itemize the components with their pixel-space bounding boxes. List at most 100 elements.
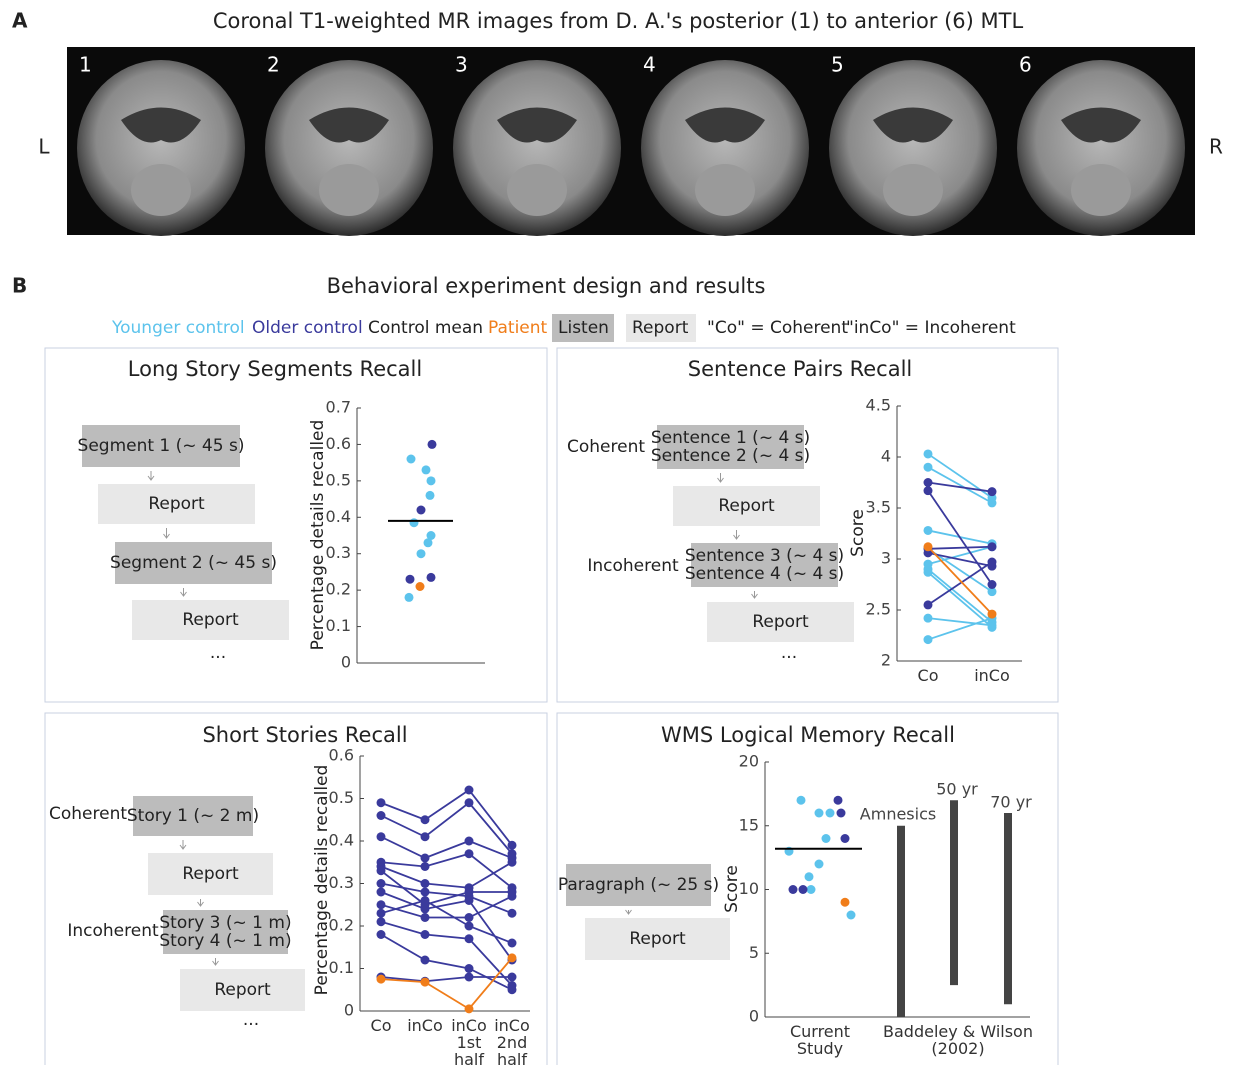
mri-detail bbox=[507, 164, 567, 216]
data-point bbox=[507, 908, 517, 918]
data-point bbox=[376, 930, 386, 939]
y-tick-label: 4 bbox=[881, 447, 891, 466]
pair-line bbox=[380, 861, 513, 889]
data-point bbox=[405, 574, 415, 584]
mri-slice bbox=[77, 60, 245, 236]
pair-line bbox=[927, 453, 993, 499]
pair-line bbox=[927, 561, 993, 606]
mri-slice bbox=[641, 60, 809, 236]
y-tick-label: 0 bbox=[749, 1007, 759, 1026]
listen-box bbox=[115, 542, 272, 584]
data-point bbox=[464, 921, 474, 931]
step-text: Sentence 3 (~ 4 s) bbox=[685, 546, 844, 566]
mri-strip bbox=[67, 47, 1195, 235]
x-tick-label: inCo 1st half bbox=[451, 1016, 487, 1069]
step-text: Report bbox=[214, 980, 271, 1000]
listen-box bbox=[657, 425, 804, 469]
y-axis-label: Percentage details recalled bbox=[312, 765, 332, 996]
data-point bbox=[376, 917, 386, 927]
data-point bbox=[420, 815, 430, 825]
data-point bbox=[376, 900, 386, 910]
pair-line bbox=[927, 481, 993, 493]
legend-entry: "inCo" = Incoherent bbox=[846, 318, 1016, 338]
data-point bbox=[406, 454, 416, 464]
y-tick-label: 20 bbox=[739, 752, 759, 771]
mri-detail bbox=[873, 107, 953, 143]
mri-detail bbox=[883, 164, 943, 216]
y-tick-label: 2.5 bbox=[866, 600, 891, 619]
flow-arrow bbox=[180, 588, 187, 597]
data-point bbox=[464, 849, 474, 859]
y-tick-label: 0.1 bbox=[326, 616, 351, 635]
y-tick-label: 0.6 bbox=[326, 434, 351, 453]
data-point bbox=[507, 938, 517, 948]
slice-number: 5 bbox=[831, 53, 844, 77]
mri-detail bbox=[319, 164, 379, 216]
data-point bbox=[376, 811, 386, 820]
mri-detail bbox=[685, 107, 765, 143]
condition-label: Coherent bbox=[49, 804, 127, 824]
y-tick-label: 0 bbox=[344, 1001, 354, 1020]
data-point bbox=[840, 834, 850, 843]
listen-box bbox=[691, 543, 838, 587]
condition-label: Coherent bbox=[567, 437, 645, 457]
step-text: Story 3 (~ 1 m) bbox=[159, 913, 291, 933]
pair-line bbox=[380, 891, 513, 961]
data-point bbox=[923, 600, 933, 610]
y-tick-label: 0.3 bbox=[329, 873, 354, 892]
data-point bbox=[987, 580, 997, 589]
y-tick-label: 0.5 bbox=[326, 470, 351, 489]
data-point bbox=[464, 1004, 474, 1014]
data-point bbox=[376, 879, 386, 888]
slice-number: 4 bbox=[643, 53, 656, 77]
data-point bbox=[420, 887, 430, 897]
range-label: Amnesics bbox=[860, 805, 936, 824]
y-tick-label: 4.5 bbox=[866, 396, 891, 415]
legend-entry: Patient bbox=[488, 318, 548, 338]
step-text: Segment 2 (~ 45 s) bbox=[110, 553, 277, 573]
step-text: Story 4 (~ 1 m) bbox=[159, 931, 291, 951]
step-text: Report bbox=[629, 929, 686, 949]
data-point bbox=[923, 525, 933, 535]
data-point bbox=[421, 465, 431, 475]
data-point bbox=[806, 885, 816, 894]
slice-number: 3 bbox=[455, 53, 468, 77]
pair-line bbox=[927, 546, 993, 615]
y-axis-label: Score bbox=[722, 865, 742, 913]
data-point bbox=[846, 910, 856, 920]
data-point bbox=[923, 567, 933, 577]
chart-title: Sentence Pairs Recall bbox=[688, 357, 913, 381]
data-point bbox=[507, 972, 517, 982]
report-box bbox=[148, 853, 273, 895]
pair-line bbox=[927, 617, 993, 627]
data-point bbox=[840, 897, 850, 907]
data-point bbox=[987, 620, 997, 630]
panel-label: A bbox=[12, 9, 28, 33]
panel-frame bbox=[44, 347, 548, 703]
y-tick-label: 2 bbox=[881, 651, 891, 670]
flow-arrow bbox=[625, 909, 632, 915]
data-point bbox=[426, 476, 436, 486]
data-point bbox=[987, 587, 997, 597]
data-point bbox=[420, 862, 430, 871]
step-text: Report bbox=[752, 612, 809, 632]
pair-line bbox=[380, 788, 513, 846]
range-label: 70 yr bbox=[990, 793, 1032, 812]
legend-entry: Younger control bbox=[111, 318, 245, 338]
step-text: Report bbox=[182, 864, 239, 884]
mri-detail bbox=[695, 164, 755, 216]
data-point bbox=[814, 859, 824, 869]
data-point bbox=[420, 904, 430, 914]
legend-entry: Older control bbox=[252, 318, 363, 338]
step-text: Segment 1 (~ 45 s) bbox=[78, 436, 245, 456]
data-point bbox=[833, 795, 843, 805]
data-point bbox=[420, 913, 430, 922]
legend-entry: Listen bbox=[558, 318, 609, 338]
data-point bbox=[464, 785, 474, 795]
data-point bbox=[814, 808, 824, 818]
y-tick-label: 15 bbox=[739, 815, 759, 834]
step-text: Report bbox=[182, 610, 239, 630]
legend-entry: Report bbox=[632, 318, 689, 338]
step-text: Story 1 (~ 2 m) bbox=[127, 806, 259, 826]
x-tick-label: inCo bbox=[407, 1016, 443, 1035]
